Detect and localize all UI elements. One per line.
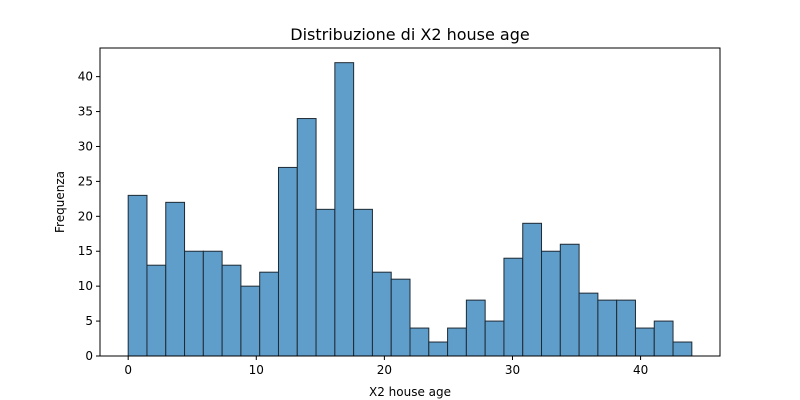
bars-group	[127, 62, 693, 357]
histogram-bar	[503, 257, 524, 357]
histogram-bar	[409, 327, 430, 357]
histogram-bar	[597, 299, 618, 357]
x-tick-label: 10	[249, 363, 264, 377]
y-tick-label: 0	[85, 349, 93, 363]
histogram-bar	[447, 327, 467, 357]
x-axis-ticks: 0 10 20 30 40	[124, 356, 648, 377]
y-tick-label: 10	[78, 279, 93, 293]
y-axis-ticks: 0 5 10 15 20 25 30 35 40	[78, 70, 100, 363]
histogram-bar	[184, 250, 204, 357]
chart-title: Distribuzione di X2 house age	[290, 25, 529, 44]
histogram-bar	[353, 208, 373, 357]
y-tick-label: 40	[78, 70, 93, 84]
x-tick-label: 40	[633, 363, 648, 377]
histogram-bar	[315, 208, 336, 357]
histogram-bar	[127, 194, 148, 357]
y-tick-label: 35	[78, 105, 93, 119]
histogram-bar	[334, 62, 355, 357]
histogram-bar	[277, 166, 298, 357]
histogram-bar	[221, 264, 242, 357]
histogram-bar	[484, 320, 505, 357]
histogram-bar	[653, 320, 674, 357]
y-tick-label: 20	[78, 209, 93, 223]
histogram-bar	[390, 278, 411, 357]
histogram-bar	[541, 250, 561, 357]
histogram-bar	[259, 271, 279, 357]
x-tick-label: 0	[124, 363, 132, 377]
histogram-bar	[465, 299, 486, 357]
histogram-bar	[165, 201, 186, 357]
histogram-bar	[371, 271, 392, 357]
histogram-bar	[578, 292, 599, 357]
y-tick-label: 15	[78, 244, 93, 258]
histogram-bar	[146, 264, 167, 357]
histogram-bar	[522, 222, 543, 357]
x-axis-label: X2 house age	[369, 385, 451, 399]
histogram-bar	[559, 243, 580, 357]
histogram-bar	[240, 285, 261, 357]
y-tick-label: 25	[78, 174, 93, 188]
x-tick-label: 20	[377, 363, 392, 377]
y-tick-label: 5	[85, 314, 93, 328]
histogram-bar	[672, 341, 693, 357]
histogram-bar	[428, 341, 449, 357]
histogram-bar	[202, 250, 223, 357]
y-tick-label: 30	[78, 139, 93, 153]
histogram-bar	[634, 327, 655, 357]
x-tick-label: 30	[505, 363, 520, 377]
histogram-bar	[296, 118, 317, 357]
histogram-bar	[616, 299, 636, 357]
plot-frame	[99, 47, 721, 357]
y-axis-label: Frequenza	[53, 171, 67, 233]
